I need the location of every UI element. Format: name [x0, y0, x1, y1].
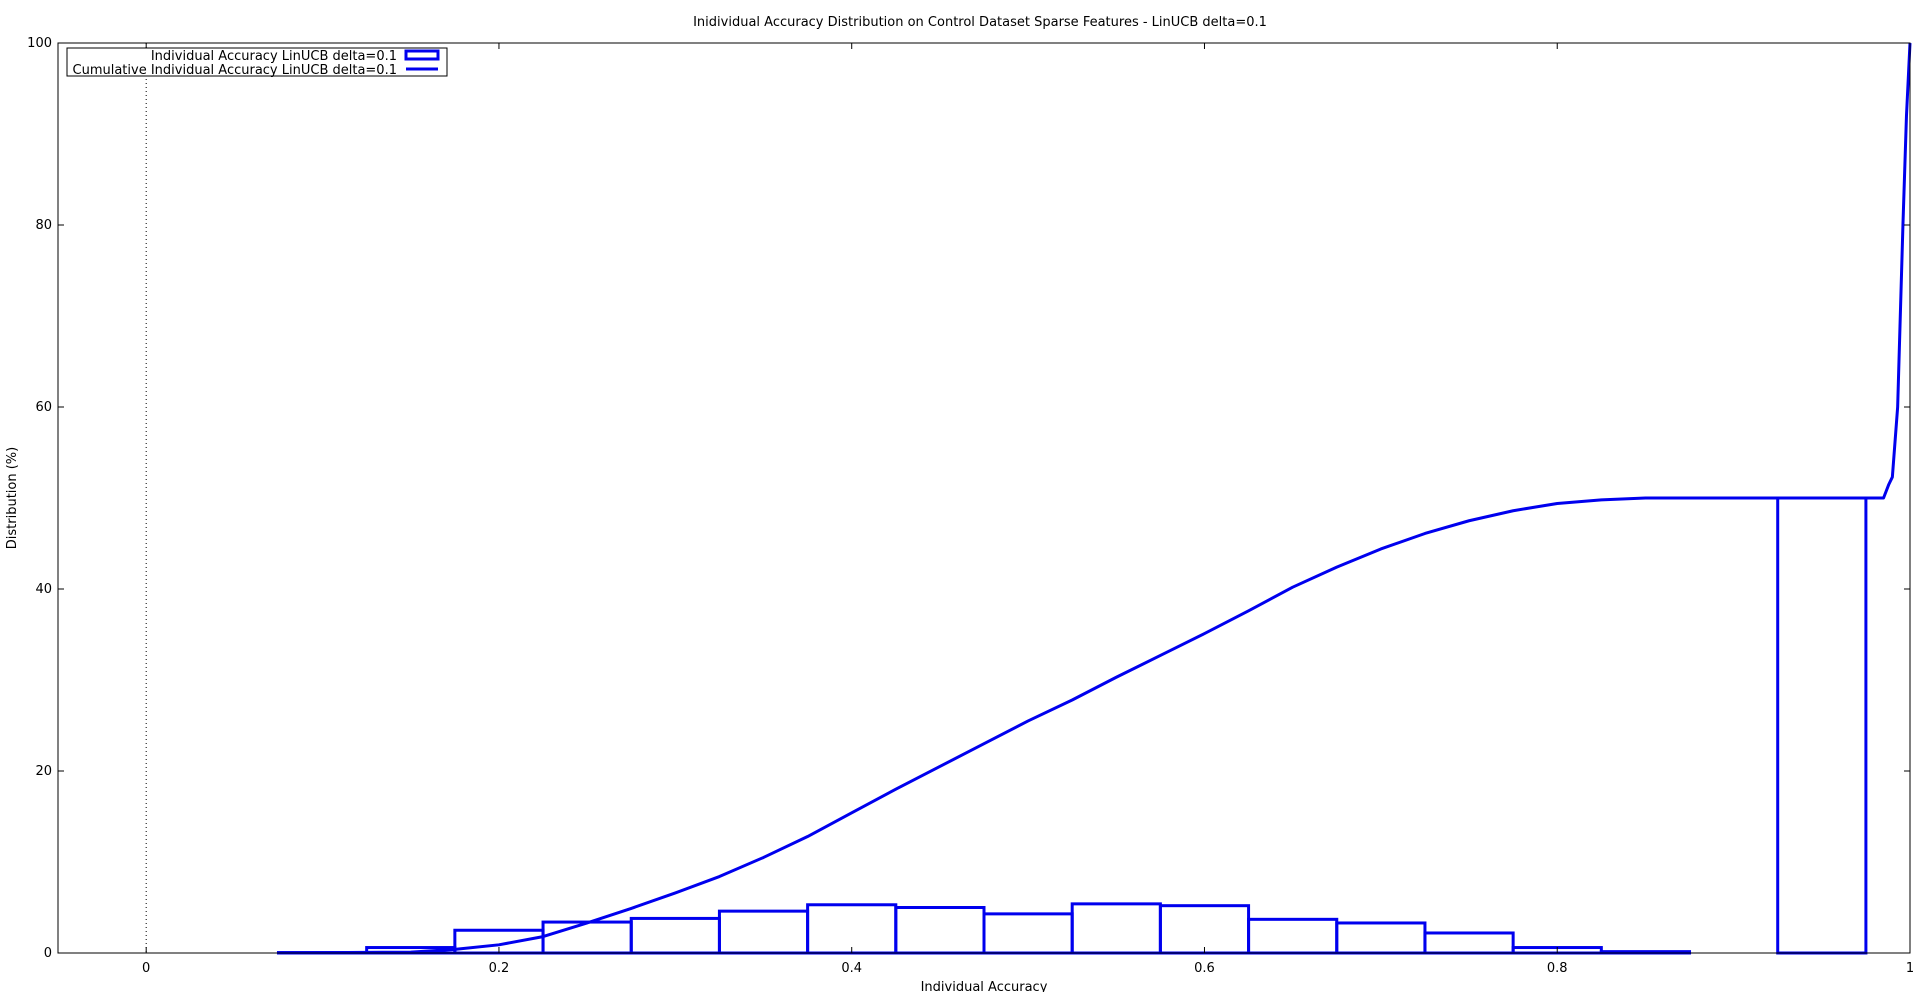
x-tick-label: 0.2 [489, 961, 510, 976]
histogram-bar [894, 906, 986, 955]
histogram-bar [1158, 904, 1251, 955]
y-tick-label: 60 [35, 400, 52, 415]
x-tick-label: 0.8 [1547, 961, 1568, 976]
axis-ticks: 0 0.2 0.4 0.6 0.8 1 0 20 40 60 80 100 [27, 36, 1914, 976]
chart-title: Inidividual Accuracy Distribution on Con… [693, 15, 1267, 30]
x-axis-title: Individual Accuracy [921, 980, 1048, 992]
histogram-bar [1423, 931, 1515, 955]
x-tick-label: 0 [142, 961, 150, 976]
y-tick-label: 100 [27, 36, 52, 51]
histogram-bar [629, 916, 721, 955]
y-tick-label: 0 [44, 946, 52, 961]
x-tick-label: 0.6 [1194, 961, 1215, 976]
y-tick-label: 80 [35, 218, 52, 233]
histogram-bar [982, 912, 1074, 955]
y-tick-label: 40 [35, 582, 52, 597]
legend-label-cumulative: Cumulative Individual Accuracy LinUCB de… [73, 63, 398, 78]
histogram-bar [717, 909, 810, 955]
histogram-bar [806, 903, 898, 955]
legend-swatch-histogram [404, 49, 440, 61]
histogram-bar [1776, 496, 1868, 955]
y-axis-title: Distribution (%) [5, 447, 20, 549]
legend-label-histogram: Individual Accuracy LinUCB delta=0.1 [151, 49, 397, 64]
plot-area [145, 42, 1912, 955]
histogram-bar [541, 920, 633, 955]
legend-box [66, 47, 448, 77]
x-tick-label: 0.4 [841, 961, 862, 976]
histogram-bar [1335, 921, 1427, 955]
legend: Individual Accuracy LinUCB delta=0.1 Cum… [66, 47, 448, 78]
x-tick-label: 1 [1906, 961, 1914, 976]
histogram-bar [1070, 902, 1162, 955]
y-tick-label: 20 [35, 764, 52, 779]
histogram-bar [1247, 917, 1339, 955]
plot-frame [57, 42, 1911, 954]
cumulative-line [278, 42, 1912, 955]
